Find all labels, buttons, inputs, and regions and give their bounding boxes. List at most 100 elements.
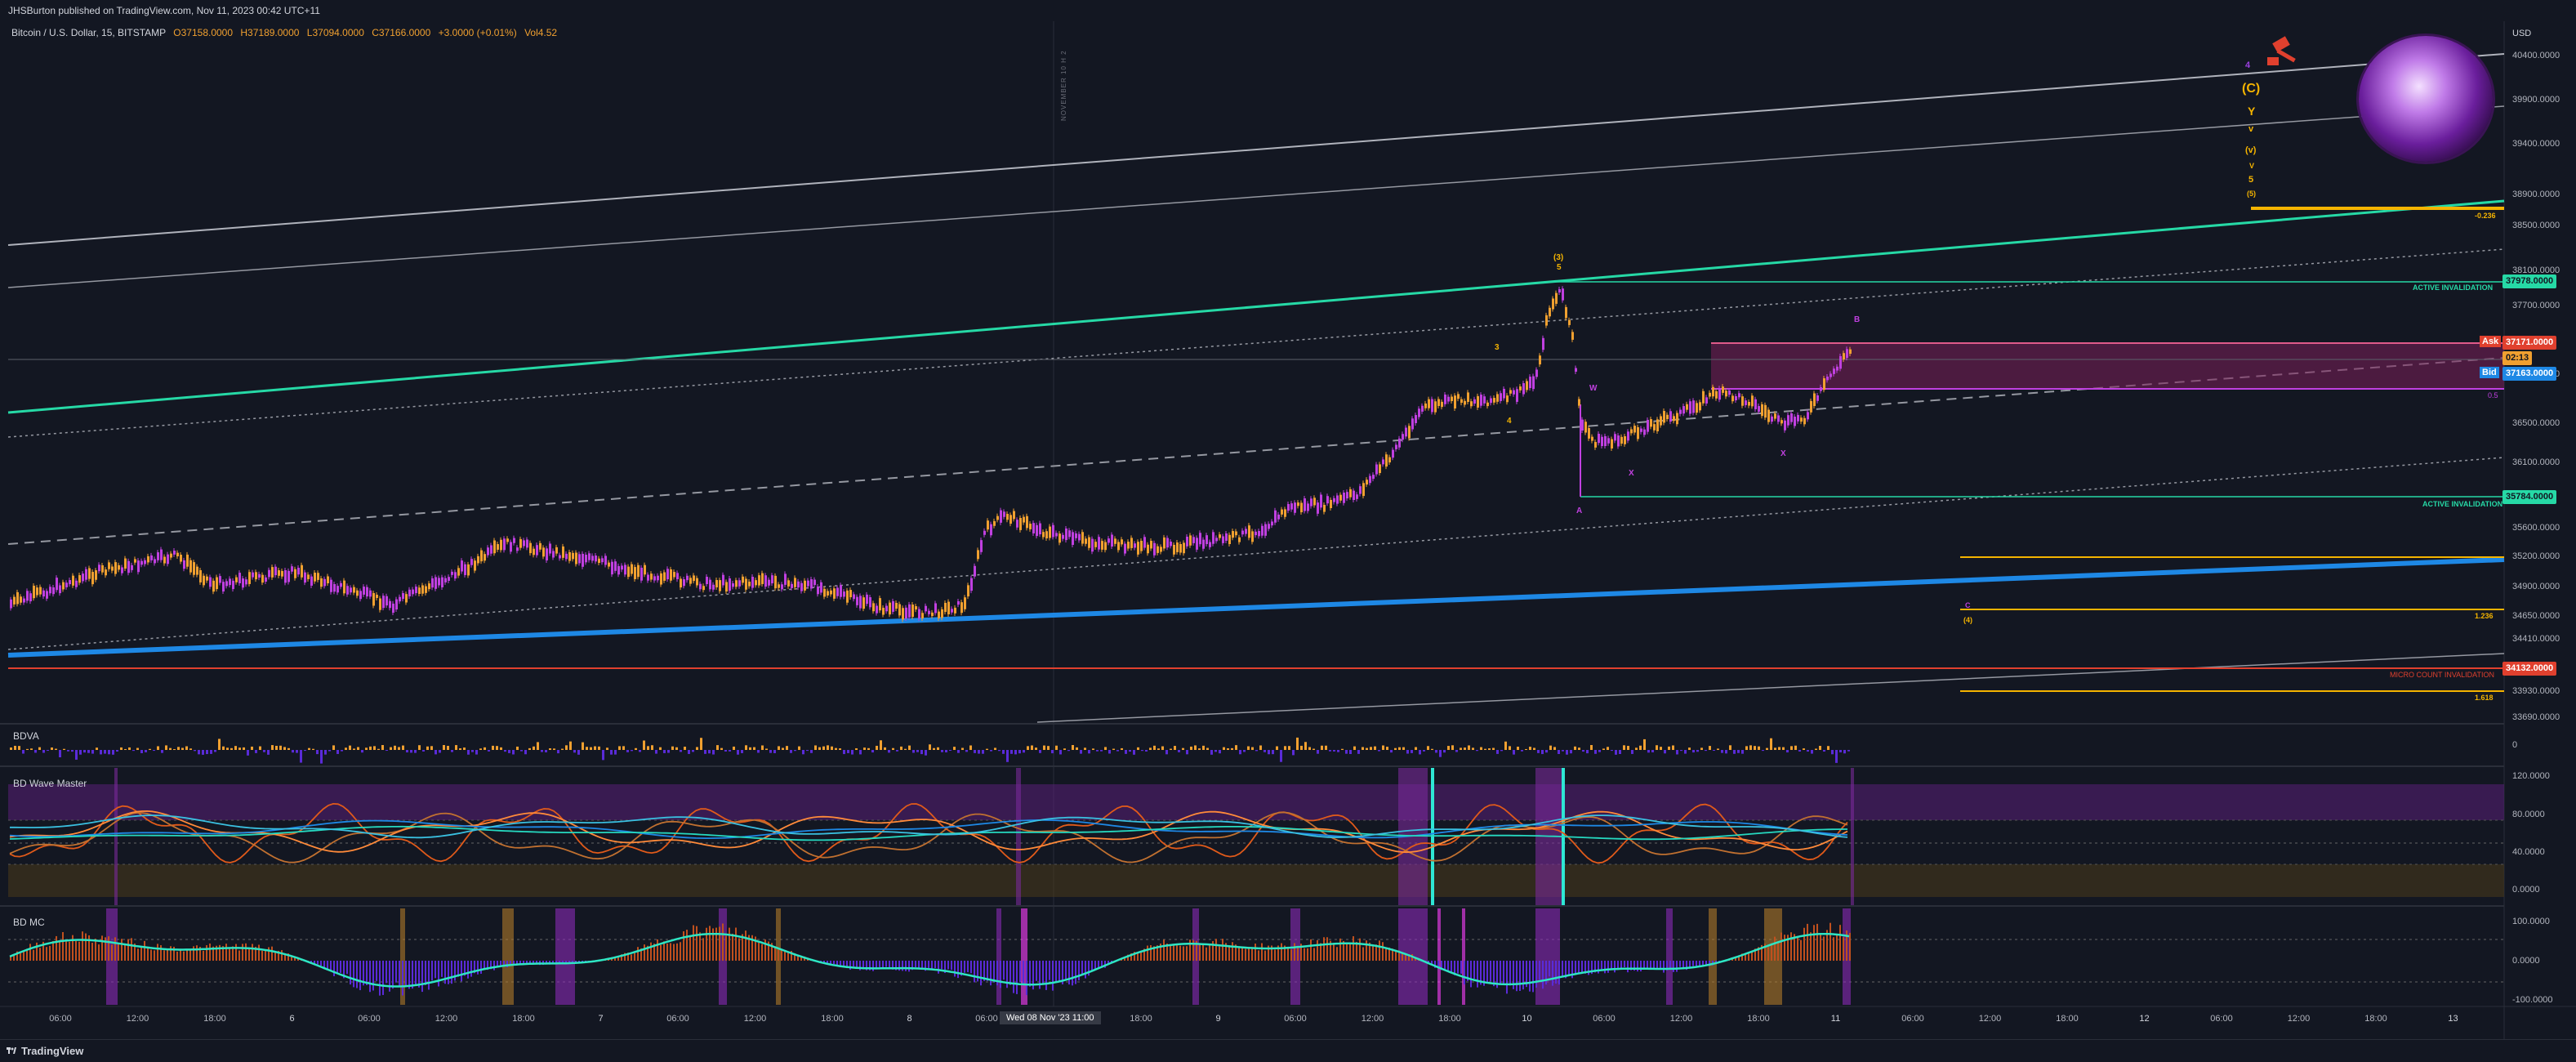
time-tick: 18:00 (203, 1014, 226, 1024)
price-tick: 36100.0000 (2512, 457, 2560, 467)
candle-body (340, 583, 342, 587)
candle-body (637, 565, 640, 577)
currency-label[interactable]: USD (2512, 29, 2531, 38)
bdva-bar (545, 750, 547, 752)
candle-body (572, 553, 574, 560)
bdva-bar (263, 750, 265, 752)
candle-body (1153, 543, 1156, 556)
bdva-bar (1500, 750, 1503, 751)
candle-body (575, 552, 577, 564)
bdva-bar (618, 746, 621, 750)
candle-body (1669, 411, 1672, 422)
time-tick: 8 (907, 1014, 911, 1024)
candle-body (327, 576, 329, 583)
wavemaster-title[interactable]: BD Wave Master (13, 778, 87, 789)
wave-label: Y (2248, 105, 2255, 118)
candle-body (1186, 537, 1188, 547)
candle-body (1496, 394, 1499, 401)
candle-body (634, 567, 636, 579)
bdva-bar (234, 746, 237, 750)
mc-bar (1255, 944, 1256, 961)
candle-body (291, 566, 293, 572)
candle-body (1565, 307, 1567, 319)
candle-body (1647, 420, 1649, 432)
bdva-bar (55, 749, 57, 750)
bdva-bar (1582, 750, 1584, 752)
price-tick: 39900.0000 (2512, 95, 2560, 105)
bdva-bar (798, 747, 800, 750)
mc-bar (1052, 961, 1054, 991)
bdva-title[interactable]: BDVA (13, 730, 39, 742)
bdva-bar (1574, 747, 1576, 750)
candle-body (219, 576, 221, 582)
candle-body (1055, 533, 1058, 536)
candle-body (382, 596, 385, 608)
bdva-bar (1239, 750, 1241, 754)
candle-body (480, 551, 483, 562)
candle-body (1627, 431, 1629, 440)
candle-body (902, 608, 904, 619)
footer-brand[interactable]: TradingView (21, 1045, 83, 1057)
bdva-bar (1839, 750, 1842, 752)
candle-body (915, 606, 917, 609)
mc-bar (1460, 961, 1462, 974)
bdva-bar (439, 750, 441, 752)
active-invalidation-label: ACTIVE INVALIDATION (2422, 500, 2502, 508)
mc-bar (1009, 961, 1011, 985)
mc-bar (663, 941, 665, 961)
candle-body (372, 593, 375, 606)
bdva-bar (1521, 750, 1523, 752)
time-tick: 06:00 (358, 1014, 381, 1024)
bdva-bar (1427, 746, 1429, 750)
candle-body (72, 576, 74, 586)
symbol-name[interactable]: Bitcoin / U.S. Dollar, 15, BITSTAMP (11, 27, 166, 38)
bdva-bar (279, 746, 282, 750)
bdva-bar (173, 749, 176, 750)
mc-bar (928, 961, 929, 968)
candle-body (1085, 538, 1087, 543)
candle-body (947, 602, 950, 614)
bdva-bar (275, 746, 278, 750)
candle-body (1699, 402, 1701, 410)
bdva-bar (1067, 750, 1070, 751)
candle-body (307, 574, 310, 579)
bdva-bar (304, 750, 306, 751)
candle-body (1353, 491, 1355, 500)
candle-body (771, 575, 773, 583)
bdva-bar (210, 750, 212, 754)
candle-body (59, 585, 61, 593)
bdva-bar (194, 750, 196, 751)
chart-canvas[interactable] (0, 20, 2576, 1039)
candle-body (1709, 393, 1711, 397)
bdva-bar (859, 750, 862, 754)
bdva-bar (700, 738, 702, 750)
bdva-bar (124, 749, 127, 750)
mc-bar (1137, 953, 1139, 961)
bdva-bar (1447, 746, 1450, 750)
bdva-bar (1080, 750, 1082, 754)
bdva-bar (1296, 738, 1299, 750)
wave-label: (v) (2245, 145, 2256, 155)
candle-body (1300, 502, 1303, 512)
candle-body (1009, 515, 1012, 524)
mc-bar (1290, 949, 1292, 961)
mc-title[interactable]: BD MC (13, 917, 45, 928)
candle-body (696, 578, 698, 586)
bdva-bar (381, 745, 384, 750)
mc-bar (160, 945, 162, 961)
candle-body (196, 567, 198, 575)
candle-body (1192, 537, 1195, 543)
candle-body (758, 575, 760, 585)
candle-body (549, 543, 551, 553)
candle-body (1068, 530, 1071, 537)
bdva-bar (1439, 750, 1442, 757)
bdva-bar (1247, 747, 1250, 750)
mc-bar (1650, 961, 1651, 969)
mc-bar (402, 961, 403, 996)
time-tick: 18:00 (512, 1014, 535, 1024)
candle-body (412, 590, 414, 595)
candle-body (849, 590, 852, 597)
candle-body (1630, 429, 1633, 433)
candle-body (882, 608, 885, 615)
candle-body (1382, 459, 1384, 464)
